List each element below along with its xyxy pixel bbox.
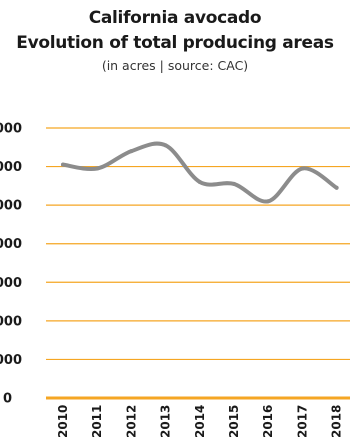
- y-tick-label: 000: [0, 353, 22, 368]
- chart-title-line-2: Evolution of total producing areas: [16, 33, 334, 53]
- y-tick-label: 0: [3, 392, 12, 407]
- x-tick-label: 2014: [193, 405, 207, 438]
- data-point-2018: [334, 185, 339, 190]
- chart-titles: California avocado Evolution of total pr…: [0, 6, 350, 75]
- y-tick-label: 000: [0, 276, 22, 291]
- y-tick-label: 000: [0, 237, 22, 252]
- y-tick-label: 000: [0, 122, 22, 137]
- x-tick-label: 2016: [261, 405, 275, 438]
- data-point-2014: [197, 180, 202, 184]
- x-tick-label: 2010: [56, 405, 70, 438]
- y-tick-label: 000: [0, 160, 22, 175]
- data-point-2016: [266, 199, 271, 204]
- chart-title-line-1: California avocado: [88, 8, 262, 28]
- x-tick-label: 2017: [295, 405, 309, 438]
- series-line-0: [61, 141, 339, 204]
- y-tick-label: 000: [0, 314, 22, 329]
- data-point-2017: [300, 166, 305, 171]
- data-point-2011: [95, 166, 100, 171]
- x-tick-label: 2013: [159, 405, 173, 438]
- chart-subtitle: (in acres | source: CAC): [101, 58, 249, 73]
- data-point-2015: [232, 181, 236, 186]
- x-tick-label: 2011: [90, 405, 104, 438]
- x-tick-label: 2015: [227, 405, 241, 438]
- data-point-2012: [129, 149, 134, 154]
- data-point-2013: [163, 143, 168, 148]
- x-tick-label: 2018: [330, 405, 344, 438]
- data-point-2010: [61, 162, 65, 167]
- x-tick-label: 2012: [124, 405, 138, 438]
- y-tick-label: 000: [0, 199, 22, 214]
